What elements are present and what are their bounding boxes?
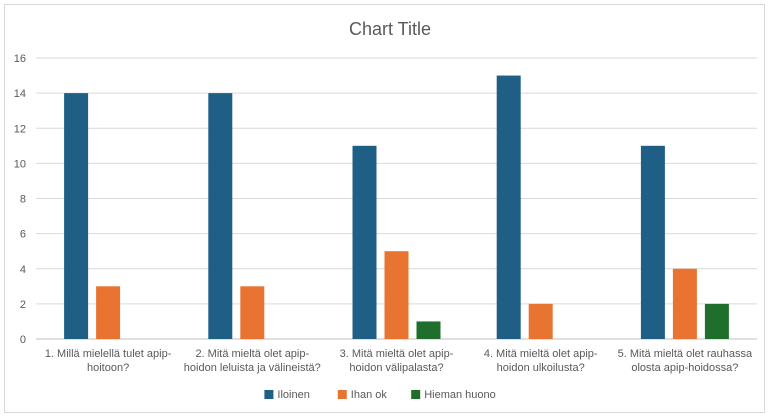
y-tick-label: 0 [20,334,26,346]
bar-iloinen [496,75,521,339]
category-label-line: 1. Millä mielellä tulet apip- [45,348,172,360]
legend-label: Iloinen [277,389,309,401]
y-tick-label: 10 [14,158,26,170]
grid-layer [36,57,757,340]
legend-swatch [337,390,347,399]
category-label-line: olosta apip-hoidossa? [631,362,738,374]
bar-ihan-ok [528,303,553,339]
category-label-line: hoidon leluista ja välineistä? [184,362,321,374]
category-label-line: hoidon ulkoilusta? [497,362,585,374]
bar-ihan-ok [96,286,121,339]
bar-iloinen [208,93,233,339]
category-label-line: hoidon välipalasta? [349,362,443,374]
y-tick-label: 6 [20,229,26,241]
legend-label: Hieman huono [424,389,496,401]
y-tick-label: 14 [14,88,26,100]
chart-frame [4,4,765,413]
category-label-line: 3. Mitä mieltä olet apip- [340,348,454,360]
bars [64,75,729,339]
category-label-line: 5. Mitä mieltä olet rauhassa [618,348,753,360]
bar-iloinen [64,93,89,339]
bar-hieman-huono [704,303,729,339]
category-label: 1. Millä mielellä tulet apip-hoitoon? [45,348,172,374]
y-tick-label: 16 [14,53,26,65]
bar-iloinen [640,145,665,339]
bar-ihan-ok [240,286,265,339]
category-label: 2. Mitä mieltä olet apip-hoidon leluista… [184,348,321,374]
y-tick-label: 8 [20,194,26,206]
bar-ihan-ok [672,268,697,339]
category-label: 5. Mitä mieltä olet rauhassa olosta apip-… [618,348,753,374]
legend-swatch [411,390,421,399]
legend: Iloinen Ihan ok Hieman huono [264,389,496,401]
x-axis-categories: 1. Millä mielellä tulet apip-hoitoon? 2. … [45,348,753,374]
y-tick-label: 2 [20,299,26,311]
category-label: 4. Mitä mieltä olet apip-hoidon ulkoilus… [484,348,598,374]
bar-iloinen [352,145,377,339]
y-tick-label: 12 [14,123,26,135]
category-label-line: 4. Mitä mieltä olet apip- [484,348,598,360]
category-label-line: 2. Mitä mieltä olet apip- [195,348,309,360]
legend-label: Ihan ok [351,389,388,401]
legend-swatch [264,390,274,399]
chart-title: Chart Title [349,19,431,39]
y-axis-ticks: 0 2 4 6 8 10 12 14 16 [14,53,26,346]
bar-ihan-ok [384,251,409,339]
y-tick-label: 4 [20,264,26,276]
category-label-line: hoitoon? [87,362,129,374]
bar-hieman-huono [416,321,441,339]
category-label: 3. Mitä mieltä olet apip-hoidon välipala… [340,348,454,374]
